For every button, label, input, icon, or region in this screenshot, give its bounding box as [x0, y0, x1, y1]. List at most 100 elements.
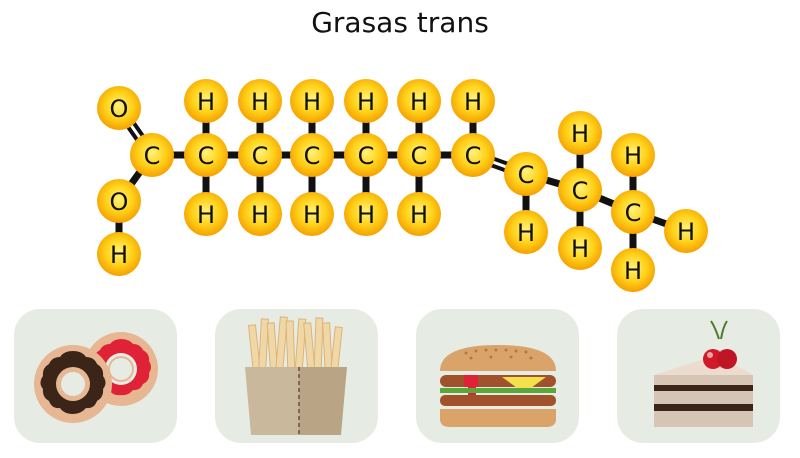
atom-sphere	[344, 192, 388, 236]
atom-h10r: H	[664, 209, 708, 253]
atom-label: O	[110, 95, 129, 123]
atom-label: C	[518, 161, 535, 189]
atom-sphere	[184, 79, 228, 123]
atom-h4u: H	[290, 79, 334, 123]
atom-c1: C	[130, 133, 174, 177]
atom-sphere	[130, 133, 174, 177]
atom-sphere	[97, 86, 141, 130]
french-fries-icon	[245, 316, 347, 435]
atom-label: H	[410, 201, 428, 229]
atom-sphere	[504, 152, 548, 196]
atom-label: C	[304, 142, 321, 170]
atom-sphere	[97, 232, 141, 276]
atom-sphere	[238, 79, 282, 123]
atom-label: H	[251, 88, 269, 116]
atom-label: H	[410, 88, 428, 116]
atom-sphere	[238, 133, 282, 177]
page-title: Grasas trans	[311, 6, 489, 39]
hamburger-tile	[416, 309, 579, 443]
atom-sphere	[451, 133, 495, 177]
atom-label: H	[571, 120, 589, 148]
atom-c10: C	[611, 190, 655, 234]
atom-h10d: H	[611, 248, 655, 292]
atom-sphere	[558, 168, 602, 212]
atom-sphere	[664, 209, 708, 253]
atom-sphere	[184, 133, 228, 177]
french-fries-tile	[215, 309, 378, 443]
atom-sphere	[238, 192, 282, 236]
atom-sphere	[344, 133, 388, 177]
atom-sphere	[451, 79, 495, 123]
atom-label: H	[251, 201, 269, 229]
atom-label: O	[110, 188, 129, 216]
atom-c5: C	[344, 133, 388, 177]
atom-label: C	[144, 142, 161, 170]
atom-h9u: H	[558, 111, 602, 155]
atom-o2: O	[97, 179, 141, 223]
atom-sphere	[97, 179, 141, 223]
atom-sphere	[611, 133, 655, 177]
atom-label: C	[572, 177, 589, 205]
atom-label: H	[197, 201, 215, 229]
atom-label: H	[517, 219, 535, 247]
atom-sphere	[504, 210, 548, 254]
atom-label: H	[110, 241, 128, 269]
atom-sphere	[397, 133, 441, 177]
donuts-icon	[34, 332, 158, 423]
atom-sphere	[290, 79, 334, 123]
atom-sphere	[290, 192, 334, 236]
atom-h2u: H	[184, 79, 228, 123]
atom-label: C	[411, 142, 428, 170]
atom-c8: C	[504, 152, 548, 196]
atom-label: H	[571, 235, 589, 263]
atom-label: C	[198, 142, 215, 170]
atom-label: H	[677, 218, 695, 246]
atom-h5u: H	[344, 79, 388, 123]
hamburger-icon	[440, 345, 556, 427]
atom-c3: C	[238, 133, 282, 177]
atom-h9d: H	[558, 226, 602, 270]
atom-h7u: H	[451, 79, 495, 123]
atom-label: H	[624, 257, 642, 285]
donuts-tile	[14, 309, 177, 443]
atom-h3d: H	[238, 192, 282, 236]
atom-h5d: H	[344, 192, 388, 236]
atom-h8d: H	[504, 210, 548, 254]
atom-sphere	[344, 79, 388, 123]
atom-sphere	[611, 248, 655, 292]
atom-label: H	[357, 88, 375, 116]
atom-c7: C	[451, 133, 495, 177]
atom-c6: C	[397, 133, 441, 177]
atom-label: C	[465, 142, 482, 170]
cake-tile	[617, 309, 780, 443]
atom-h10u: H	[611, 133, 655, 177]
atom-h6d: H	[397, 192, 441, 236]
atom-sphere	[290, 133, 334, 177]
atom-label: H	[303, 201, 321, 229]
atom-sphere	[397, 79, 441, 123]
atom-label: H	[303, 88, 321, 116]
atom-h4d: H	[290, 192, 334, 236]
atom-label: C	[252, 142, 269, 170]
atom-sphere	[184, 192, 228, 236]
atom-label: H	[464, 88, 482, 116]
atom-label: C	[625, 199, 642, 227]
atom-c4: C	[290, 133, 334, 177]
atom-c9: C	[558, 168, 602, 212]
atom-sphere	[558, 111, 602, 155]
atom-c2: C	[184, 133, 228, 177]
atom-label: H	[197, 88, 215, 116]
atom-h6u: H	[397, 79, 441, 123]
atom-label: C	[358, 142, 375, 170]
atom-o1: O	[97, 86, 141, 130]
atom-h3u: H	[238, 79, 282, 123]
atom-sphere	[611, 190, 655, 234]
atom-label: H	[624, 142, 642, 170]
atom-label: H	[357, 201, 375, 229]
atom-h2d: H	[184, 192, 228, 236]
atom-sphere	[397, 192, 441, 236]
atom-sphere	[558, 226, 602, 270]
cake-slice-icon	[654, 320, 753, 427]
